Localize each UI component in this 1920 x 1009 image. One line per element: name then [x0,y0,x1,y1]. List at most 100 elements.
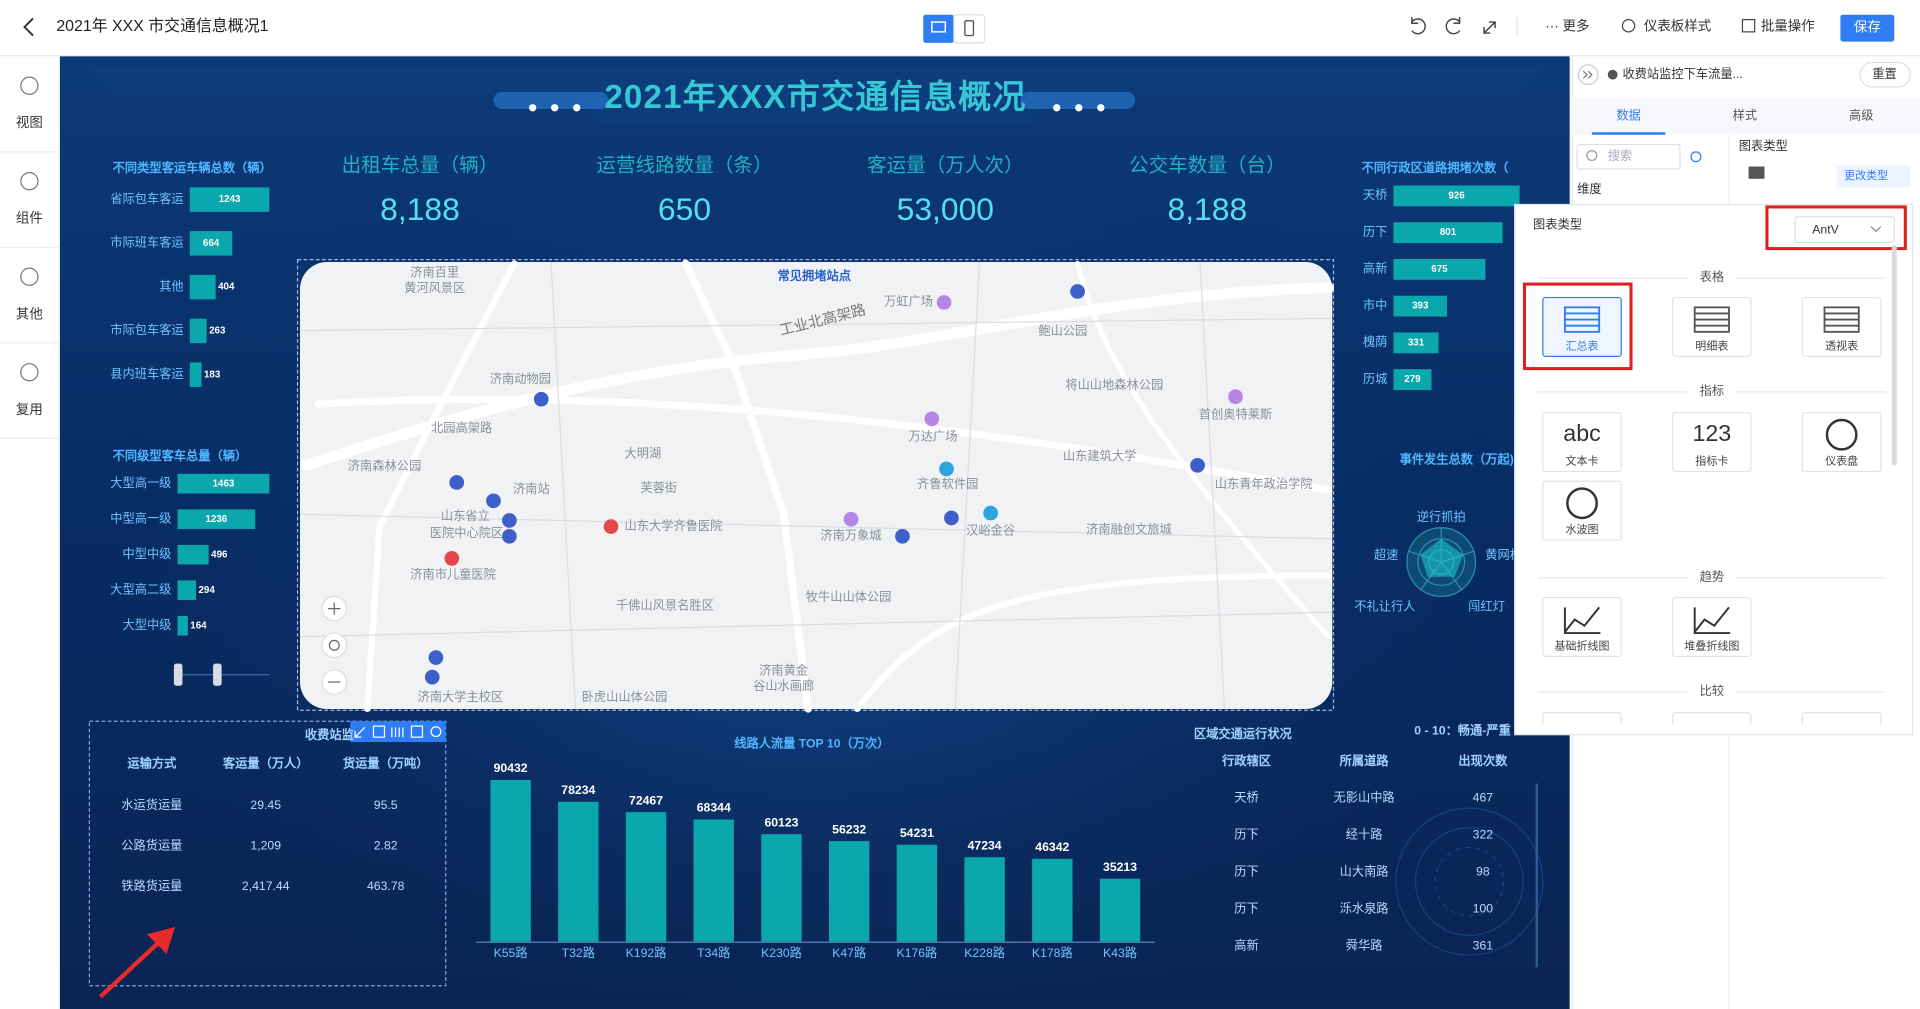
data-label: 46342 [1035,840,1069,854]
view-icon[interactable] [20,76,39,95]
tab[interactable]: 高级 [1849,108,1873,123]
toolbar-action[interactable]: 更多 [1562,18,1589,34]
chart-type-item[interactable] [1542,480,1622,541]
collapse-button[interactable] [1577,64,1599,86]
title-banner [85,68,1546,123]
item-label[interactable]: 汇总表 [1566,338,1599,352]
map-place: 将山山地森林公园 [1065,377,1163,392]
map[interactable] [300,262,1333,709]
section-label-bg [1689,383,1734,401]
save-label[interactable]: 保存 [1854,20,1881,35]
section-label: 图表类型 [1739,139,1788,153]
item-label[interactable]: 仪表盘 [1825,454,1858,468]
data-label: 801 [1440,227,1457,238]
search-placeholder: 搜索 [1608,148,1632,163]
chart-type-item[interactable] [1542,412,1622,473]
item-label[interactable]: 水波图 [1566,523,1599,536]
map-place: 卧虎山山体公园 [582,690,668,704]
chart-type-item[interactable] [1542,596,1622,657]
kpi-label: 出租车总量（辆） [342,155,499,177]
dashboard-title: 2021年XXX市交通信息概况 [604,78,1026,116]
item-label[interactable]: 堆叠折线图 [1684,638,1739,652]
sidebar-item[interactable]: 视图 [16,115,43,130]
sidebar-item[interactable]: 复用 [16,401,43,417]
redo-button[interactable] [1445,17,1461,35]
chart-type-item[interactable] [1801,412,1882,473]
radar-title: 事件发生总数（万起) [1400,452,1514,467]
y-tick-label: 大型高一级 [110,475,171,490]
y-tick-label: 天桥 [1363,188,1387,202]
title-dot [573,104,581,112]
table-title: 收费站监 [305,727,354,742]
other-icon[interactable] [20,267,39,286]
y-tick-label: 历下 [1363,225,1387,239]
chart-type-item[interactable] [1542,296,1622,357]
item-label[interactable]: 文本卡 [1566,454,1599,468]
data-label: 60123 [764,815,798,829]
map-zoom-controls[interactable] [321,595,348,695]
settings-icon[interactable] [1690,151,1702,163]
change-type-button[interactable] [1836,165,1911,188]
toolbar-action[interactable]: 批量操作 [1761,19,1815,34]
reset-label[interactable]: 重置 [1872,67,1896,81]
undo-button[interactable] [1411,17,1426,35]
change-type-label[interactable]: 更改类型 [1844,168,1888,182]
map-place: 济南森林公园 [348,458,421,473]
collapse-icon [1582,70,1593,79]
data-label: 78234 [561,783,595,797]
table-cell: 29.45 [250,798,281,812]
item-icon [1693,606,1731,635]
more-dots: ··· [1545,19,1558,34]
y-tick-label: 大型高二级 [110,581,171,596]
section-label-bg [1689,269,1734,287]
chart-type-item[interactable] [1801,296,1882,357]
bar [964,857,1005,942]
fullscreen-button[interactable] [1483,21,1496,34]
chart-type-item[interactable] [1672,296,1752,357]
bar [625,812,667,942]
sidebar-item[interactable]: 组件 [16,211,43,226]
x-tick-label: T32路 [562,945,595,960]
tab[interactable]: 样式 [1733,108,1757,123]
table-cell: 467 [1473,791,1494,805]
y-tick-label: 中型中级 [122,546,171,561]
map-place: 山东青年政治学院 [1215,476,1313,491]
chart-type-item[interactable] [1672,596,1752,657]
save-button[interactable] [1840,14,1895,42]
map-minor-roads [299,262,1333,710]
desktop-toggle[interactable] [923,14,954,43]
map-place: 济南动物园 [490,371,551,386]
reuse-icon[interactable] [20,363,39,382]
item-label[interactable]: 透视表 [1825,338,1858,352]
bar [1393,222,1503,244]
title-dot [1075,104,1083,112]
kpi-label: 运营线路数量（条） [596,155,772,177]
toolbar-action[interactable]: 仪表板样式 [1644,19,1711,34]
title-dot [1097,104,1105,112]
item-label[interactable]: 明细表 [1695,338,1728,352]
library-value[interactable]: AntV [1812,222,1839,236]
info-icon [1607,69,1618,80]
chart-type-item[interactable] [1672,412,1752,473]
tab[interactable]: 数据 [1616,108,1640,123]
mobile-toggle[interactable] [953,14,986,44]
table-header: 行政辖区 [1221,753,1271,768]
reset-button[interactable] [1859,61,1911,88]
component-icon[interactable] [20,172,39,191]
title-dot [551,104,559,112]
back-button[interactable] [23,17,34,37]
table-cell: 舜华路 [1346,938,1383,953]
item-label[interactable]: 基础折线图 [1554,638,1609,652]
zoom-slider[interactable] [173,663,270,686]
library-select[interactable] [1794,216,1895,244]
search-input[interactable] [1576,143,1681,170]
table-header: 运输方式 [127,755,177,770]
map-place: 山东建筑大学 [1063,448,1136,463]
map-place: 大明湖 [624,446,661,461]
bar [558,801,599,942]
bar [189,231,233,256]
sidebar-item[interactable]: 其他 [16,306,43,321]
table-legend: 0 - 10：畅通-严重 [1414,722,1511,737]
item-label[interactable]: 指标卡 [1695,454,1728,468]
